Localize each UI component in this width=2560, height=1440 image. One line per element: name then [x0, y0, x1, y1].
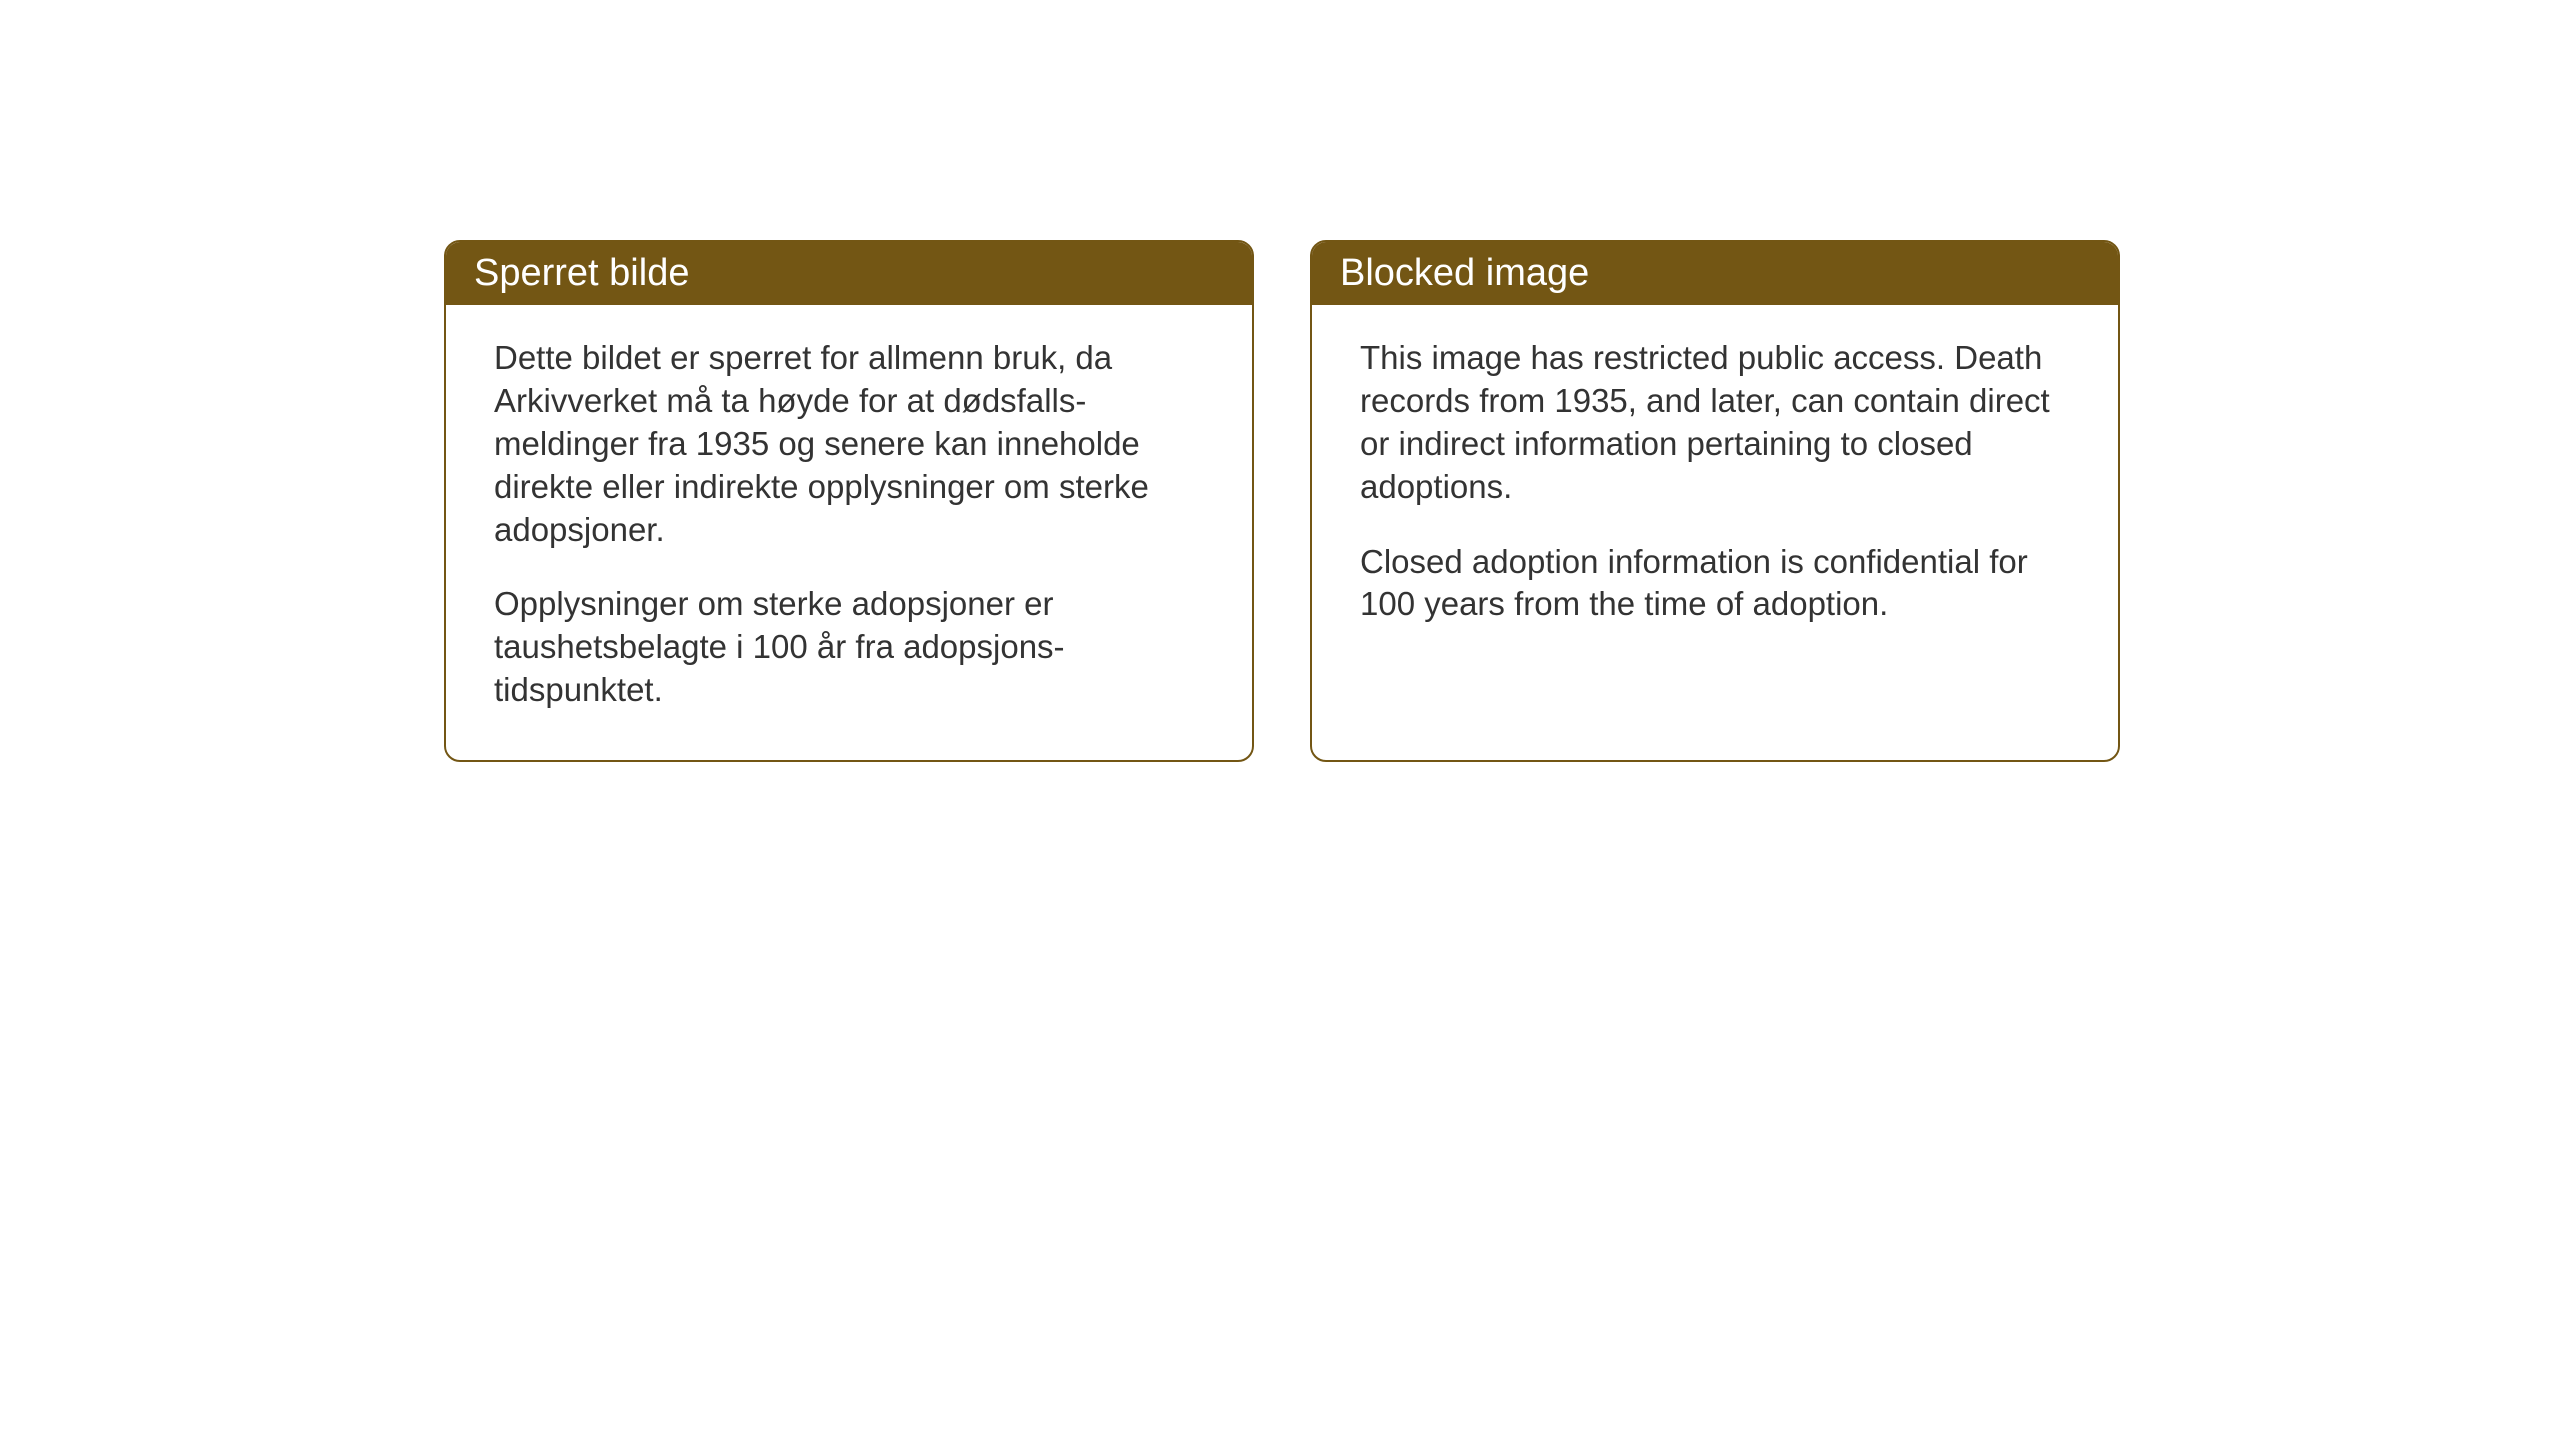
notice-card-norwegian: Sperret bilde Dette bildet er sperret fo…: [444, 240, 1254, 762]
card-title: Blocked image: [1340, 252, 1589, 294]
card-header: Sperret bilde: [446, 242, 1252, 305]
card-body: This image has restricted public access.…: [1312, 305, 2118, 674]
card-paragraph: Opplysninger om sterke adopsjoner er tau…: [494, 583, 1204, 712]
card-body: Dette bildet er sperret for allmenn bruk…: [446, 305, 1252, 760]
card-paragraph: Dette bildet er sperret for allmenn bruk…: [494, 337, 1204, 551]
card-header: Blocked image: [1312, 242, 2118, 305]
notice-card-english: Blocked image This image has restricted …: [1310, 240, 2120, 762]
card-title: Sperret bilde: [474, 252, 689, 294]
notice-container: Sperret bilde Dette bildet er sperret fo…: [444, 240, 2120, 762]
card-paragraph: This image has restricted public access.…: [1360, 337, 2070, 509]
card-paragraph: Closed adoption information is confident…: [1360, 541, 2070, 627]
